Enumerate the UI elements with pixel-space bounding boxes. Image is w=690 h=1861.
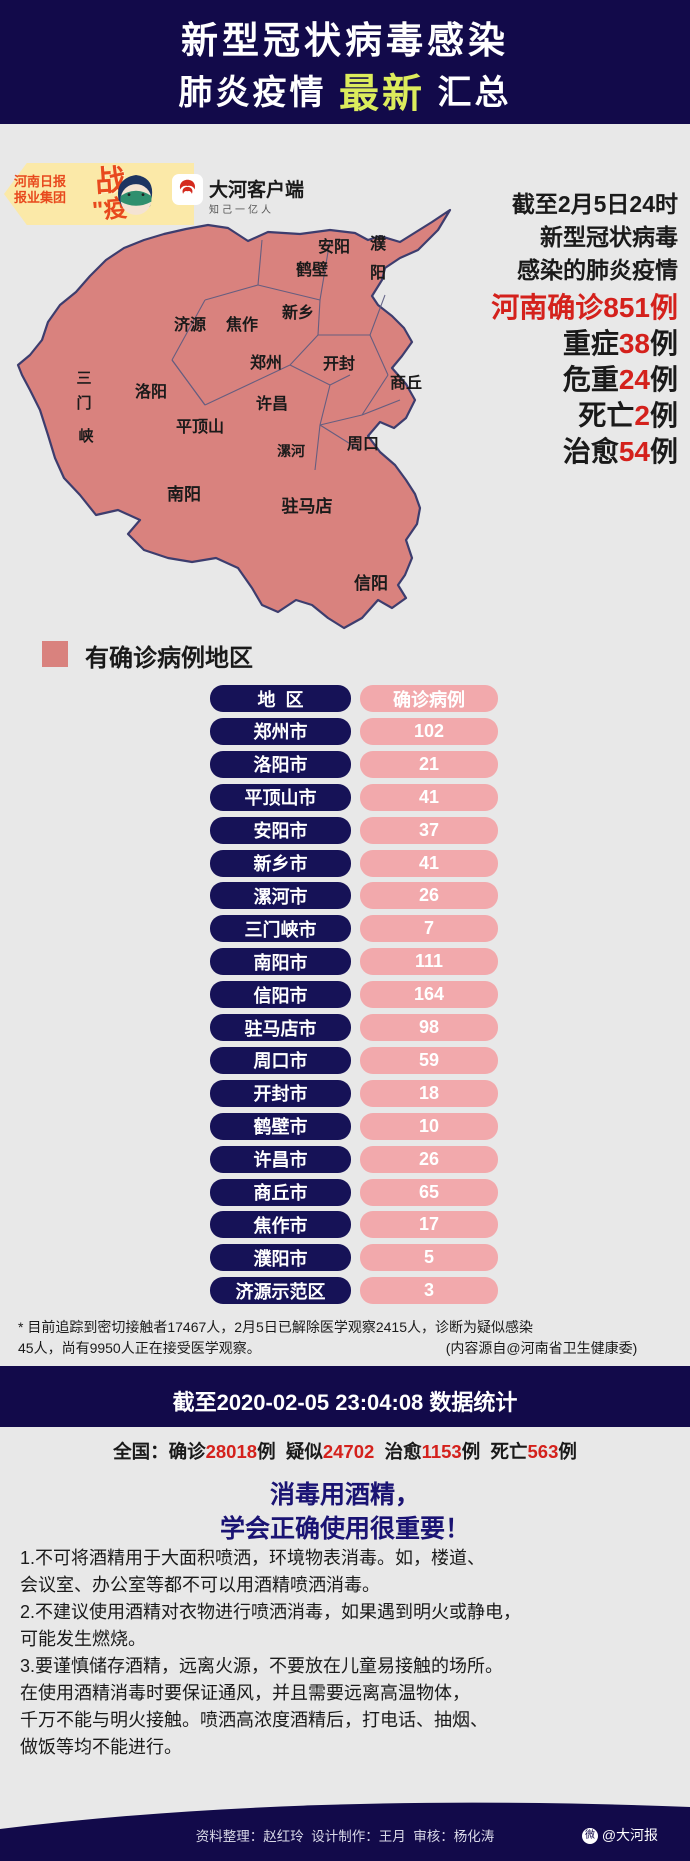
svg-text:漯河: 漯河 <box>277 443 305 459</box>
svg-text:驻马店: 驻马店 <box>282 496 333 516</box>
svg-text:南阳: 南阳 <box>167 484 201 504</box>
svg-text:开封: 开封 <box>323 354 355 373</box>
svg-text:鹤壁: 鹤壁 <box>296 260 328 279</box>
svg-text:信阳: 信阳 <box>354 573 388 593</box>
svg-text:新乡: 新乡 <box>282 303 314 322</box>
svg-text:郑州: 郑州 <box>250 353 282 372</box>
svg-text:周口: 周口 <box>347 435 379 453</box>
svg-text:濮: 濮 <box>370 234 387 253</box>
svg-text:济源: 济源 <box>174 315 206 334</box>
svg-text:阳: 阳 <box>370 264 386 282</box>
svg-text:三: 三 <box>76 370 91 387</box>
svg-text:安阳: 安阳 <box>318 237 350 256</box>
svg-text:门: 门 <box>76 394 91 412</box>
svg-text:焦作: 焦作 <box>225 315 258 334</box>
svg-text:商丘: 商丘 <box>390 373 422 392</box>
svg-text:峡: 峡 <box>78 427 94 445</box>
svg-text:许昌: 许昌 <box>256 394 288 413</box>
svg-text:洛阳: 洛阳 <box>135 382 167 401</box>
svg-text:平顶山: 平顶山 <box>176 418 224 436</box>
